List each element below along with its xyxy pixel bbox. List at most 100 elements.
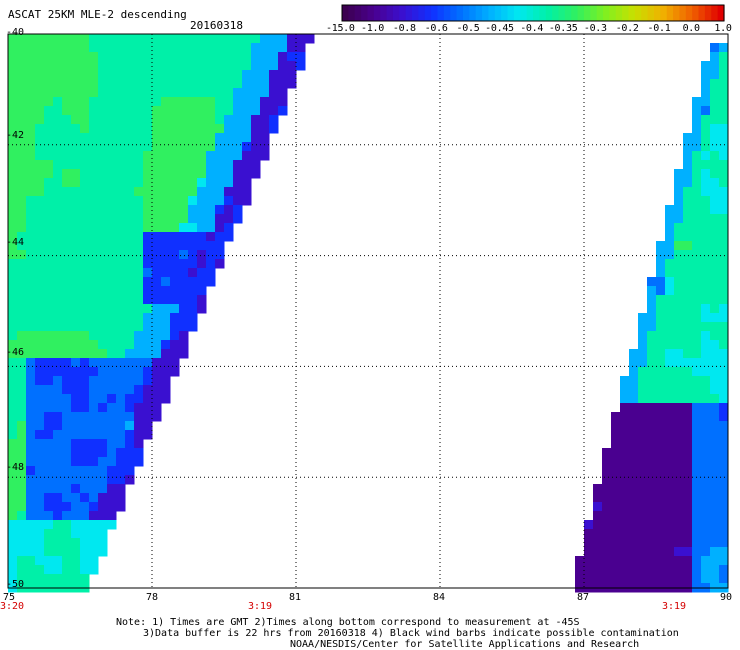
swath-cell bbox=[242, 61, 252, 71]
swath-cell bbox=[134, 205, 144, 215]
swath-cell bbox=[53, 376, 63, 386]
swath-cell bbox=[71, 475, 81, 485]
swath-cell bbox=[53, 277, 63, 287]
swath-cell bbox=[647, 304, 657, 314]
swath-cell bbox=[692, 295, 702, 305]
swath-cell bbox=[62, 205, 72, 215]
swath-cell bbox=[710, 61, 720, 71]
swath-cell bbox=[161, 232, 171, 242]
swath-cell bbox=[62, 466, 72, 476]
swath-cell bbox=[8, 556, 18, 566]
swath-cell bbox=[98, 538, 108, 548]
swath-cell bbox=[125, 70, 135, 80]
swath-cell bbox=[8, 88, 18, 98]
lat-label-42: -42 bbox=[6, 130, 25, 141]
swath-cell bbox=[26, 475, 36, 485]
swath-cell bbox=[125, 340, 135, 350]
swath-cell bbox=[134, 259, 144, 269]
swath-cell bbox=[674, 358, 684, 368]
swath-cell bbox=[224, 52, 234, 62]
swath-cell bbox=[242, 106, 252, 116]
swath-cell bbox=[44, 565, 54, 575]
swath-cell bbox=[71, 133, 81, 143]
swath-cell bbox=[692, 205, 702, 215]
swath-cell bbox=[233, 34, 243, 44]
swath-cell bbox=[89, 286, 99, 296]
swath-cell bbox=[179, 52, 189, 62]
swath-cell bbox=[719, 556, 729, 566]
swath-cell bbox=[98, 502, 108, 512]
swath-cell bbox=[17, 232, 27, 242]
swath-cell bbox=[107, 394, 117, 404]
swath-cell bbox=[692, 97, 702, 107]
swath-cell bbox=[602, 466, 612, 476]
swath-cell bbox=[89, 385, 99, 395]
swath-cell bbox=[656, 241, 666, 251]
colorbar-segment bbox=[526, 5, 534, 21]
swath-cell bbox=[170, 340, 180, 350]
swath-cell bbox=[98, 187, 108, 197]
swath-cell bbox=[611, 520, 621, 530]
swath-cell bbox=[44, 214, 54, 224]
swath-cell bbox=[197, 295, 207, 305]
swath-cell bbox=[629, 511, 639, 521]
swath-cell bbox=[62, 304, 72, 314]
swath-cell bbox=[17, 358, 27, 368]
swath-cell bbox=[602, 475, 612, 485]
swath-cell bbox=[620, 565, 630, 575]
swath-cell bbox=[638, 565, 648, 575]
swath-cell bbox=[35, 241, 45, 251]
colorbar-segment bbox=[590, 5, 598, 21]
swath-cell bbox=[710, 475, 720, 485]
swath-cell bbox=[143, 70, 153, 80]
swath-cell bbox=[206, 151, 216, 161]
swath-cell bbox=[116, 214, 126, 224]
swath-cell bbox=[719, 457, 729, 467]
swath-cell bbox=[35, 205, 45, 215]
swath-cell bbox=[125, 106, 135, 116]
swath-cell bbox=[143, 205, 153, 215]
swath-cell bbox=[683, 250, 693, 260]
swath-cell bbox=[116, 304, 126, 314]
swath-cell bbox=[71, 529, 81, 539]
swath-cell bbox=[116, 349, 126, 359]
swath-cell bbox=[188, 286, 198, 296]
swath-cell bbox=[134, 241, 144, 251]
swath-cell bbox=[116, 313, 126, 323]
swath-cell bbox=[611, 457, 621, 467]
swath-cell bbox=[62, 97, 72, 107]
swath-cell bbox=[107, 232, 117, 242]
swath-cell bbox=[89, 313, 99, 323]
swath-cell bbox=[710, 331, 720, 341]
swath-cell bbox=[170, 250, 180, 260]
swath-cell bbox=[152, 277, 162, 287]
swath-cell bbox=[233, 142, 243, 152]
swath-cell bbox=[44, 241, 54, 251]
swath-cell bbox=[260, 142, 270, 152]
swath-cell bbox=[80, 142, 90, 152]
swath-cell bbox=[224, 70, 234, 80]
swath-cell bbox=[35, 250, 45, 260]
swath-cell bbox=[683, 376, 693, 386]
swath-cell bbox=[80, 475, 90, 485]
swath-cell bbox=[161, 376, 171, 386]
swath-cell bbox=[143, 250, 153, 260]
swath-cell bbox=[107, 205, 117, 215]
swath-cell bbox=[35, 376, 45, 386]
swath-cell bbox=[665, 565, 675, 575]
swath-cell bbox=[656, 358, 666, 368]
swath-cell bbox=[134, 385, 144, 395]
swath-cell bbox=[719, 358, 729, 368]
swath-cell bbox=[125, 214, 135, 224]
swath-cell bbox=[53, 124, 63, 134]
swath-cell bbox=[278, 97, 288, 107]
swath-cell bbox=[107, 430, 117, 440]
swath-cell bbox=[152, 322, 162, 332]
swath-cell bbox=[575, 556, 585, 566]
swath-cell bbox=[683, 556, 693, 566]
swath-cell bbox=[665, 295, 675, 305]
swath-cell bbox=[80, 250, 90, 260]
swath-cell bbox=[611, 421, 621, 431]
swath-cell bbox=[98, 547, 108, 557]
swath-cell bbox=[719, 97, 729, 107]
